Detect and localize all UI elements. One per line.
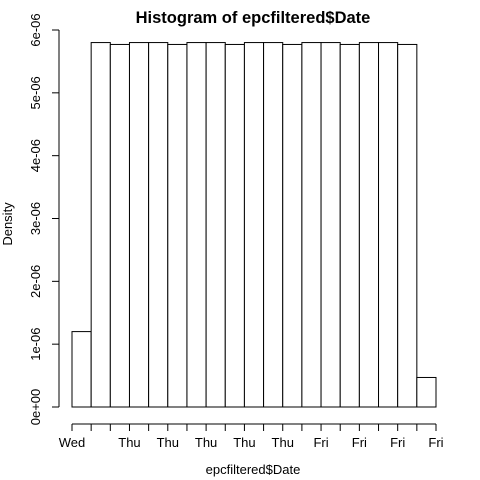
histogram-bar [205, 42, 226, 408]
histogram-bar [167, 43, 188, 408]
histogram-bar [128, 42, 150, 408]
histogram-bar [339, 43, 360, 408]
histogram-bar [90, 42, 111, 408]
y-axis-label: Density [0, 202, 15, 246]
histogram-bar [358, 42, 380, 408]
histogram-bar [301, 42, 322, 408]
histogram-bar [224, 43, 245, 408]
y-tick-label: 2e-06 [28, 265, 43, 298]
y-tick-label: 1e-06 [28, 328, 43, 361]
x-tick-label: Thu [233, 435, 255, 450]
x-tick-label: Thu [272, 435, 294, 450]
x-tick-label: Fri [428, 435, 443, 450]
y-tick-label: 0e+00 [28, 389, 43, 426]
histogram-bar [186, 42, 207, 408]
histogram-bar [109, 43, 130, 408]
histogram-bar [397, 43, 418, 408]
histogram-bar [320, 42, 341, 408]
histogram-bar [282, 43, 303, 408]
y-tick-label: 6e-06 [28, 13, 43, 46]
x-tick-label: Thu [195, 435, 217, 450]
y-axis: 0e+00 1e-06 2e-06 3e-06 4e-06 5e-06 6e-06 [28, 13, 60, 426]
chart-title: Histogram of epcfiltered$Date [136, 9, 371, 27]
x-tick-label: Thu [157, 435, 179, 450]
histogram-bar [263, 42, 284, 408]
histogram-bar [243, 42, 265, 408]
y-tick-label: 4e-06 [28, 139, 43, 172]
x-axis-label: epcfiltered$Date [206, 462, 301, 477]
bars-group [71, 42, 437, 408]
x-tick-label: Fri [390, 435, 405, 450]
histogram-bar [71, 331, 92, 408]
y-tick-label: 3e-06 [28, 202, 43, 235]
x-tick-label: Thu [118, 435, 140, 450]
x-axis: Wed Thu Thu Thu Thu Thu Fri Fri Fri Fri [59, 423, 444, 450]
x-tick-label: Wed [59, 435, 86, 450]
x-tick-label: Fri [352, 435, 367, 450]
histogram-bar [148, 42, 169, 408]
histogram-bar [378, 42, 399, 408]
x-tick-label: Fri [313, 435, 328, 450]
y-tick-label: 5e-06 [28, 76, 43, 109]
histogram-bar [416, 376, 437, 408]
